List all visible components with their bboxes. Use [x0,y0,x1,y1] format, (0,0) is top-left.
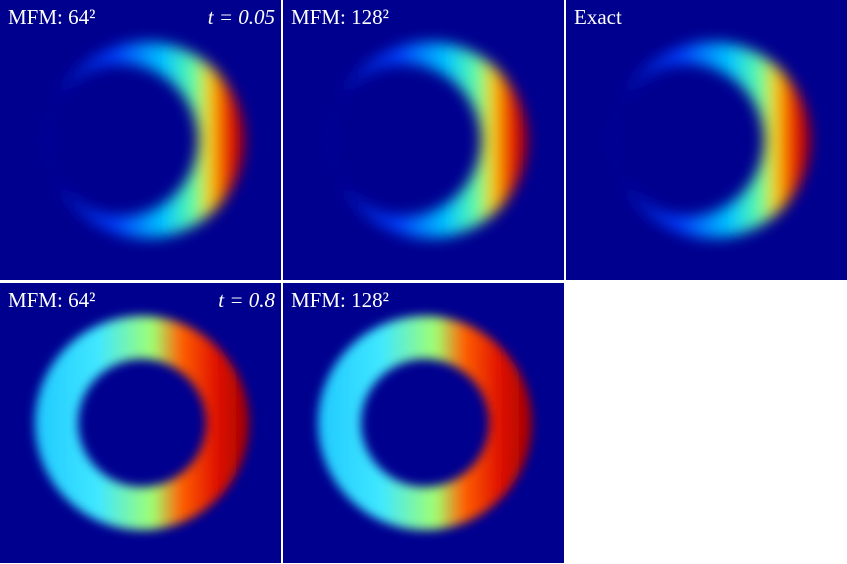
density-ring [318,315,532,531]
panel-label: MFM: 128² [291,288,389,312]
panel-label: Exact [574,5,622,29]
density-ring [612,42,810,238]
panel-label: MFM: 64² [8,5,95,29]
density-ring [329,42,527,238]
heatmap-panel: MFM: 128² [283,0,564,280]
panel-label: MFM: 128² [291,5,389,29]
time-label: t = 0.8 [218,288,275,312]
panel-label: MFM: 64² [8,288,95,312]
heatmap-panel: MFM: 128² [283,283,564,563]
heatmap-panel: MFM: 64² t = 0.8 [0,283,281,563]
time-label: t = 0.05 [208,5,275,29]
heatmap-panel: MFM: 64² t = 0.05 [0,0,281,280]
heatmap-panel: Exact [566,0,847,280]
density-ring [34,315,249,531]
density-ring [46,42,244,238]
